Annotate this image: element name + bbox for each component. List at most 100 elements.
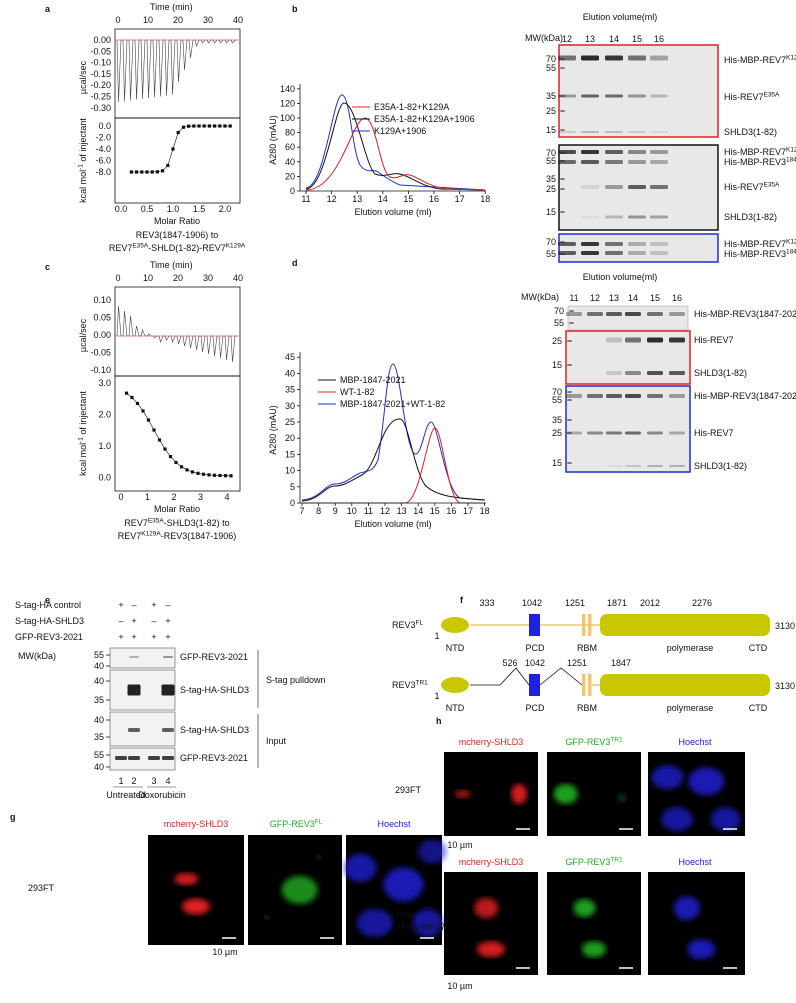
legend-label: E35A-1-82+K129A <box>374 102 449 112</box>
mw-label: 25 <box>546 184 556 194</box>
gel-band <box>558 251 576 255</box>
band-label: His-MBP-REV31847-1906 <box>724 157 796 168</box>
tick-label: 15 <box>430 506 440 516</box>
mw-label: 15 <box>546 207 556 217</box>
tick-label: -0.10 <box>90 365 111 375</box>
gel-band <box>625 465 641 467</box>
micrograph <box>648 872 745 975</box>
tick-label: 17 <box>455 194 465 204</box>
tick-label: 18 <box>480 194 490 204</box>
treatment-label: Untreated <box>106 790 146 800</box>
text-part: Hoechst <box>377 819 411 829</box>
gel-band <box>650 150 668 154</box>
domain-label: polymerase <box>667 643 714 653</box>
panel-letter: b <box>292 4 298 14</box>
axis-title: Elution volume (ml) <box>354 207 431 217</box>
group-label: Input <box>266 736 287 746</box>
panel-letter: f <box>460 595 464 605</box>
tick-label: 16 <box>429 194 439 204</box>
tick-label: 2.0 <box>98 410 111 420</box>
text-part: SHLD3(1-82) <box>724 127 777 137</box>
pcd-domain <box>529 674 540 696</box>
text-part: His-REV7 <box>724 182 764 192</box>
gel-band <box>625 394 641 398</box>
tick-label: 3 <box>198 492 203 502</box>
cell-signal <box>688 767 725 796</box>
tick-label: 0 <box>290 186 295 196</box>
cell-signal <box>418 839 447 864</box>
gel-band <box>558 242 576 246</box>
legend-label: MBP-1847-2021 <box>340 375 406 385</box>
lane-number: 3 <box>151 776 156 786</box>
tick-label: 10 <box>143 273 153 283</box>
cell-signal <box>673 896 700 921</box>
gel-title: Elution volume(ml) <box>583 12 658 22</box>
text-part: GFP-REV3 <box>565 737 610 747</box>
condition-sign: + <box>118 600 123 610</box>
trace-red <box>305 117 486 191</box>
tick-label: 14 <box>413 506 423 516</box>
lane-label: 16 <box>672 293 682 303</box>
cell-signal <box>511 784 528 804</box>
cell-signal <box>344 854 377 882</box>
band-label: S-tag-HA-SHLD3 <box>180 725 249 735</box>
gel-band <box>605 55 623 61</box>
domain-label: CTD <box>749 703 768 713</box>
rbm-domain <box>588 674 592 696</box>
channel-label: mcherry-SHLD3 <box>459 857 524 867</box>
gel-band <box>129 656 139 658</box>
gel-band <box>115 756 127 760</box>
gel-band <box>581 150 599 154</box>
text-part: His-MBP-REV3(1847-2021) <box>694 391 796 401</box>
gel-band <box>162 728 174 732</box>
tick-label: 0.0 <box>98 473 111 483</box>
gel-band <box>605 242 623 246</box>
mw-label: 55 <box>546 156 556 166</box>
gel-band <box>647 337 663 343</box>
gel-band <box>628 94 646 98</box>
mw-label: 40 <box>94 676 104 686</box>
text-part: His-MBP-REV3 <box>724 249 786 259</box>
gel-band <box>560 67 565 69</box>
gel-band <box>560 211 565 213</box>
band-label: SHLD3(1-82) <box>694 461 747 471</box>
text-part: K129A <box>226 243 246 250</box>
condition-sign: + <box>131 632 136 642</box>
tick-label: 11 <box>301 194 310 204</box>
lane-label: 15 <box>632 34 642 44</box>
blot <box>109 647 176 669</box>
plot-frame <box>114 286 241 377</box>
trace-blue <box>301 363 486 501</box>
cell-signal <box>281 876 318 904</box>
cell-signal <box>412 909 443 937</box>
fit-line <box>131 125 231 173</box>
gel-band <box>127 684 141 696</box>
cell-signal <box>573 899 596 918</box>
gel-band <box>581 251 599 255</box>
mw-label: 35 <box>94 732 104 742</box>
treatment-label: Doxorubicin <box>138 790 186 800</box>
axis-title: Time (min) <box>150 2 193 12</box>
text-part: E35A <box>764 182 781 189</box>
cell-signal <box>474 898 499 919</box>
text-part: 1847-1906 <box>786 249 796 256</box>
tick-label: 2.0 <box>219 204 232 214</box>
text-part: of injectant <box>78 391 88 438</box>
condition-sign: + <box>131 616 136 626</box>
cell-signal <box>356 909 393 937</box>
gel-band <box>669 465 685 467</box>
trace-black <box>305 102 486 191</box>
text-part: SHLD3(1-82) <box>724 212 777 222</box>
mw-label: 40 <box>94 661 104 671</box>
gel-band <box>560 110 565 112</box>
axis-title: kcal mol-1 of injectant <box>78 391 89 476</box>
band-label: His-REV7 <box>694 428 734 438</box>
band-label: GFP-REV3-2021 <box>180 753 248 763</box>
cell-signal <box>710 807 741 832</box>
tick-label: 0.00 <box>93 35 111 45</box>
tick-label: 10 <box>347 506 357 516</box>
tick-label: 120 <box>280 98 295 108</box>
gel-band <box>581 160 599 164</box>
text-part: E35A <box>764 92 781 99</box>
gel-band <box>558 160 576 164</box>
